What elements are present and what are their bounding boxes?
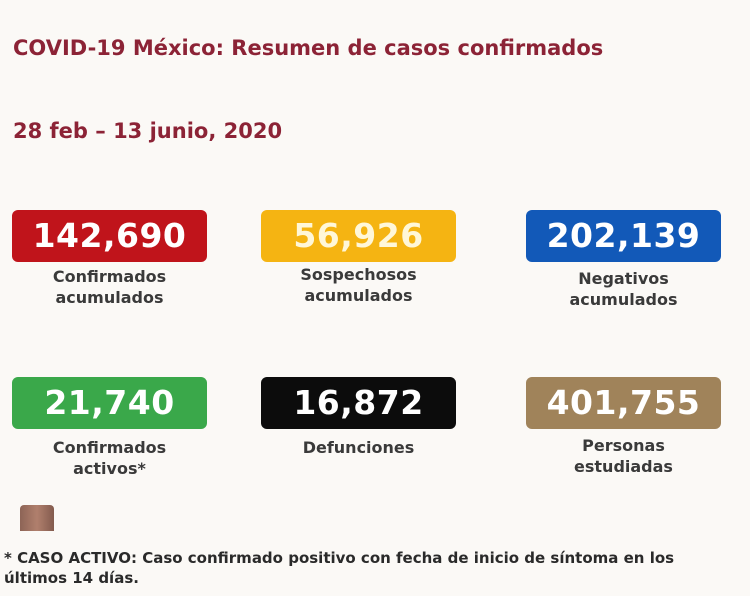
card-personas-estudiadas: 401,755 Personas estudiadas [526,377,721,477]
card-label: Personas estudiadas [526,435,721,477]
card-label: Confirmados acumulados [12,266,207,308]
card-label: Negativos acumulados [526,268,721,310]
card-label: Sospechosos acumulados [261,264,456,306]
card-sospechosos: 56,926 Sospechosos acumulados [261,210,456,306]
card-value: 202,139 [526,210,721,262]
card-defunciones: 16,872 Defunciones [261,377,456,458]
label-line: Personas [582,436,665,455]
card-label: Defunciones [261,437,456,458]
card-value: 142,690 [12,210,207,262]
label-line: activos* [73,459,146,478]
label-line: estudiadas [574,457,673,476]
card-confirmados-acumulados: 142,690 Confirmados acumulados [12,210,207,308]
card-value: 401,755 [526,377,721,429]
government-logo-icon [20,505,54,531]
label-line: Sospechosos [300,265,417,284]
card-value: 56,926 [261,210,456,262]
card-value: 21,740 [12,377,207,429]
card-label: Confirmados activos* [12,437,207,479]
label-line: Defunciones [302,438,415,457]
label-line: acumulados [569,290,678,309]
label-line: acumulados [304,286,413,305]
label-line: Negativos [578,269,669,288]
card-value: 16,872 [261,377,456,429]
date-range: 28 feb – 13 junio, 2020 [13,119,283,143]
card-activos: 21,740 Confirmados activos* [12,377,207,479]
footnote: * CASO ACTIVO: Caso confirmado positivo … [4,549,675,587]
card-negativos: 202,139 Negativos acumulados [526,210,721,310]
label-line: acumulados [55,288,164,307]
page-title: COVID-19 México: Resumen de casos confir… [13,36,604,60]
label-line: Confirmados [52,267,167,286]
label-line: Confirmados [52,438,167,457]
